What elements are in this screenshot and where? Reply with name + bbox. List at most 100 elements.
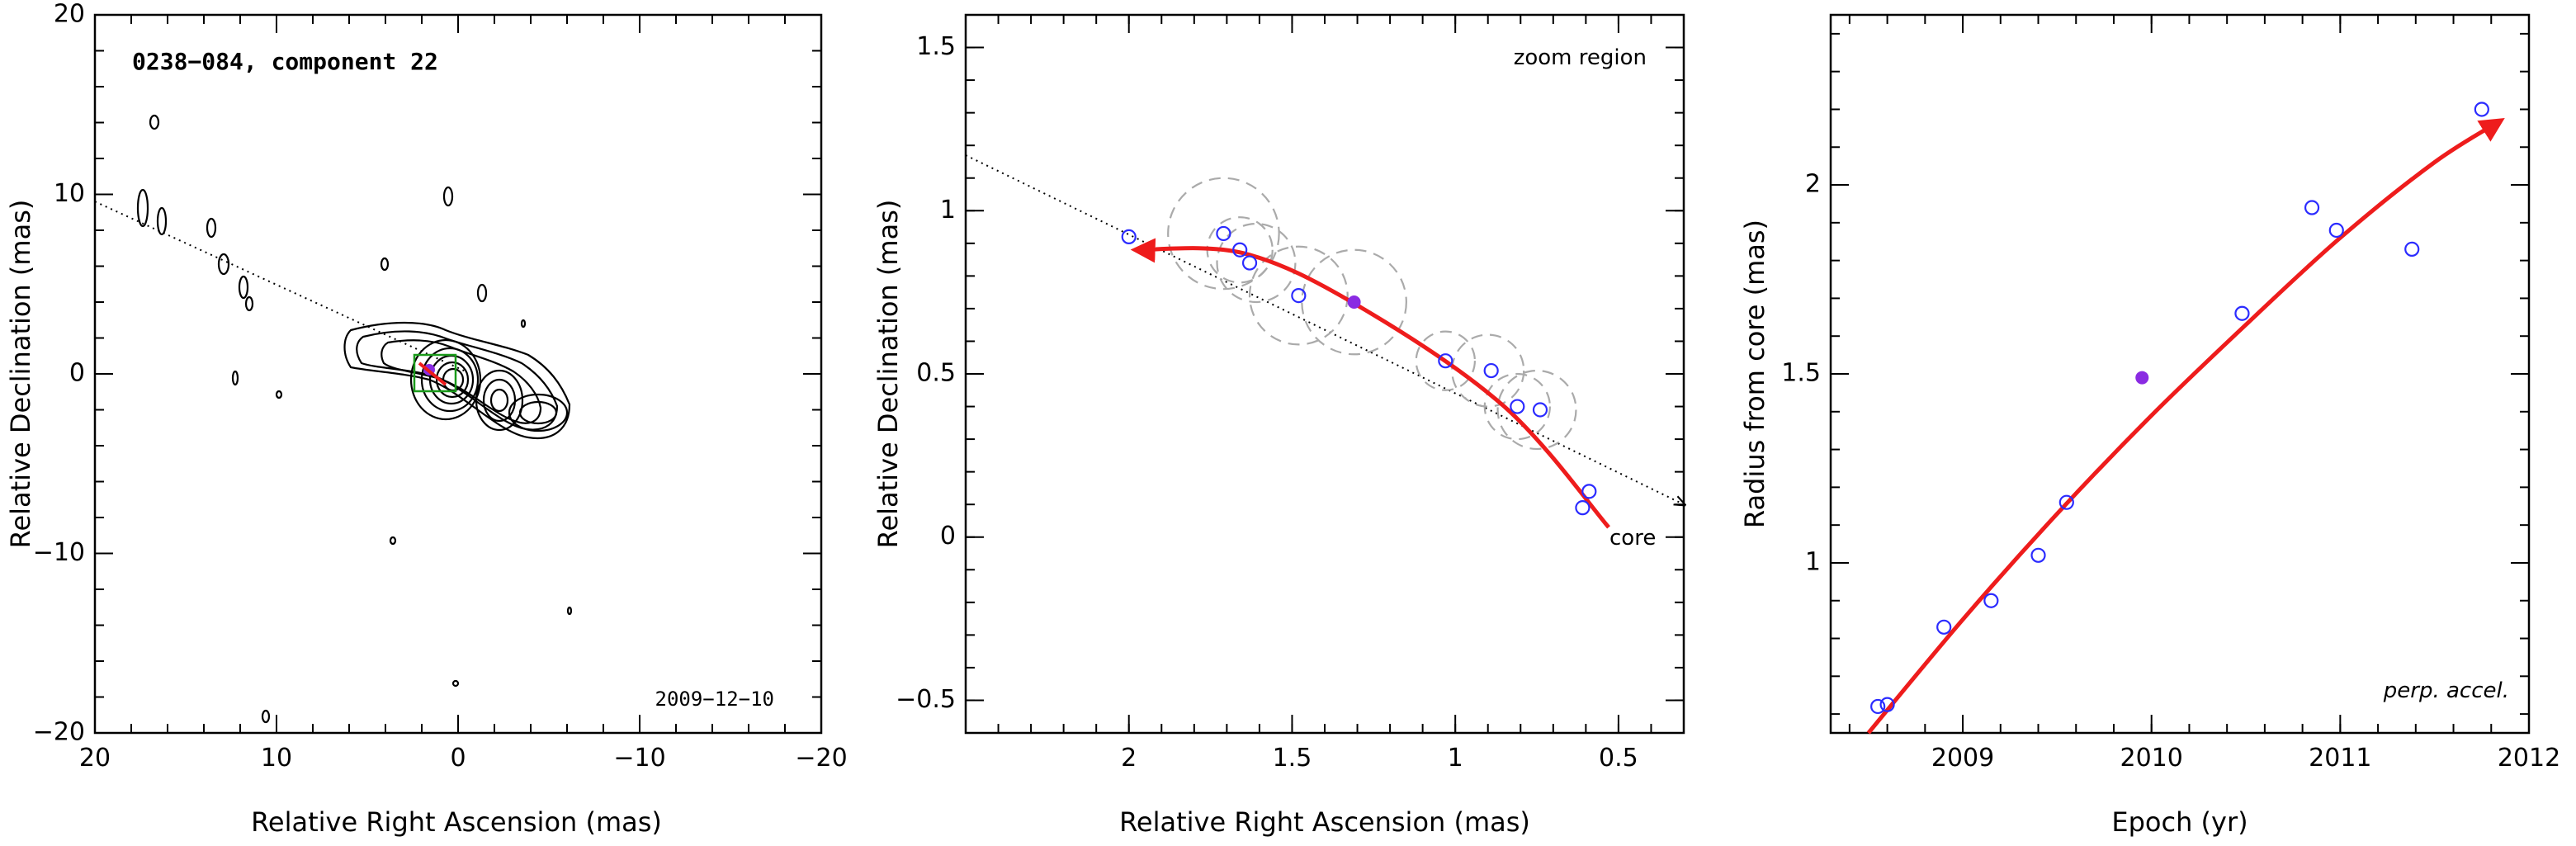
jet-direction-line	[94, 201, 468, 373]
gaussian-circle	[1248, 245, 1349, 346]
y-tick-label: −20	[33, 718, 85, 747]
jet-contour	[356, 330, 559, 431]
y-tick-label: 0.5	[916, 359, 956, 388]
open-point	[2030, 547, 2046, 563]
zoom-region-label: zoom region	[1514, 45, 1647, 70]
x-tick-label: 0	[450, 744, 466, 773]
open-point	[1983, 593, 1999, 608]
y-tick-label: −0.5	[896, 685, 956, 714]
noise-contour	[238, 275, 249, 300]
gaussian-circle	[1496, 369, 1577, 451]
radius-measurements	[1870, 102, 2489, 715]
y-tick-label: −10	[33, 538, 85, 567]
panel1-tick-labels: 20 10 0 −10 −20 −20 −10 0 10 20	[33, 0, 848, 773]
core-contour	[420, 347, 480, 413]
panel2-tick-labels: 2 1.5 1 0.5 −0.5 0 0.5 1 1.5	[896, 32, 1638, 773]
contour-map	[94, 114, 573, 724]
open-point	[2058, 494, 2074, 510]
noise-contour	[442, 186, 454, 207]
filled-point	[2135, 371, 2149, 385]
filled-point	[1347, 295, 1361, 309]
noise-contour	[217, 253, 230, 276]
panel2-ticks	[965, 14, 1685, 734]
panel3-ylabel: Radius from core (mas)	[1739, 220, 1770, 528]
y-tick-label: 1	[940, 196, 956, 224]
panel3-xlabel: Epoch (yr)	[2111, 806, 2248, 838]
component-positions	[1121, 225, 1597, 516]
y-tick-label: 1	[1805, 547, 1821, 576]
noise-contour	[275, 390, 283, 399]
core-contour	[442, 367, 465, 392]
x-tick-label: −10	[613, 744, 665, 773]
noise-contour	[380, 257, 390, 272]
open-point	[2474, 102, 2489, 117]
knot-contour	[482, 378, 517, 423]
knot-contour	[475, 369, 524, 432]
panel2-frame	[964, 13, 1685, 735]
open-point	[2404, 241, 2420, 257]
jet-contour	[343, 321, 571, 440]
radius-fit-curve	[1866, 118, 2505, 735]
gaussian-circle	[1415, 330, 1477, 391]
noise-contour	[136, 188, 149, 228]
panel1-xlabel: Relative Right Ascension (mas)	[251, 806, 662, 838]
x-tick-label: 2009	[1931, 744, 1994, 773]
open-point	[1232, 242, 1248, 258]
core-label: core	[1609, 526, 1656, 551]
noise-contour	[244, 295, 254, 312]
knot-contour	[508, 393, 569, 432]
knot-contour	[518, 400, 558, 425]
y-tick-label: 20	[54, 0, 85, 29]
noise-contour	[206, 217, 217, 239]
panel1-title: 0238−084, component 22	[132, 48, 438, 75]
open-point	[1510, 399, 1525, 414]
x-tick-label: 1.5	[1273, 744, 1312, 773]
noise-contour	[261, 709, 271, 724]
noise-contour	[389, 536, 397, 546]
open-point	[2234, 305, 2250, 321]
open-point	[1483, 362, 1499, 379]
gaussian-circle	[1483, 372, 1551, 441]
noise-contour	[149, 114, 160, 130]
open-point	[1291, 287, 1307, 304]
knot-contour	[489, 388, 509, 413]
x-tick-label: 2012	[2498, 744, 2560, 773]
open-point	[1870, 698, 1886, 715]
x-tick-label: 0.5	[1599, 744, 1638, 773]
x-tick-label: 2010	[2120, 744, 2183, 773]
panel1-date: 2009−12−10	[655, 688, 775, 711]
noise-contour	[566, 606, 573, 616]
open-point	[1216, 225, 1231, 242]
panel2-ylabel: Relative Declination (mas)	[872, 200, 904, 549]
open-point	[1241, 255, 1258, 271]
open-point	[1581, 484, 1597, 499]
x-tick-label: 20	[79, 744, 111, 773]
panel1-ylabel: Relative Declination (mas)	[5, 200, 36, 549]
core-contour	[409, 338, 482, 421]
open-point	[1575, 500, 1591, 516]
y-tick-label: 0	[69, 359, 85, 388]
gaussian-circle	[1451, 333, 1525, 408]
open-point	[2304, 200, 2320, 215]
open-point	[1438, 353, 1453, 369]
perp-accel-label: perp. accel.	[2383, 678, 2509, 703]
open-point	[2328, 222, 2344, 239]
y-tick-label: 10	[54, 179, 85, 208]
panel3-tick-labels: 2009 2010 2011 2012 1 1.5 2	[1781, 170, 2560, 773]
gaussian-circle	[1167, 177, 1280, 291]
y-tick-label: 1.5	[916, 32, 956, 61]
panel-zoom-region: 2 1.5 1 0.5 −0.5 0 0.5 1 1.5 zoom region core Re…	[872, 13, 1685, 838]
noise-contour	[156, 206, 168, 236]
gaussian-component-circles	[1167, 177, 1577, 451]
panel1-ticks	[94, 14, 822, 734]
open-point	[1936, 619, 1952, 635]
panel-contour-map: 20 10 0 −10 −20 −20 −10 0 10 20	[5, 0, 848, 838]
gaussian-circle	[1301, 248, 1407, 356]
panel2-xlabel: Relative Right Ascension (mas)	[1119, 806, 1530, 838]
x-tick-label: 10	[261, 744, 292, 773]
x-tick-label: 2	[1121, 744, 1137, 773]
open-point	[1121, 229, 1137, 245]
panel3-ticks	[1831, 15, 2530, 733]
x-tick-label: −20	[795, 744, 847, 773]
